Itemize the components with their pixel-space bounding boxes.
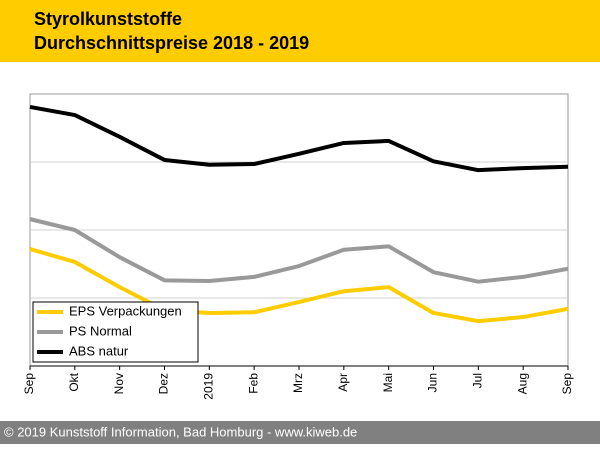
- x-tick-label: Okt: [67, 372, 81, 391]
- x-tick-label: Sep: [560, 373, 574, 395]
- x-tick-label: Aug: [515, 373, 529, 394]
- x-tick-label: Jul: [471, 373, 485, 388]
- x-tick-label: Dez: [157, 373, 171, 394]
- series-line: [29, 104, 569, 173]
- series-line: [29, 247, 569, 324]
- x-tick-label: Feb: [246, 373, 260, 394]
- legend-label: PS Normal: [69, 323, 132, 338]
- x-tick-label: Nov: [112, 373, 126, 394]
- footer-text: © 2019 Kunststoff Information, Bad Hombu…: [4, 424, 357, 439]
- chart-subtitle: Durchschnittspreise 2018 - 2019: [34, 33, 309, 53]
- x-tick-label: Sep: [22, 373, 36, 395]
- x-tick-label: Mai: [381, 373, 395, 392]
- chart-title: Styrolkunststoffe: [34, 9, 182, 29]
- legend-label: ABS natur: [69, 343, 129, 358]
- header: [0, 0, 600, 62]
- legend-label: EPS Verpackungen: [69, 303, 182, 318]
- x-tick-label: Jun: [426, 373, 440, 392]
- x-tick-label: Mrz: [291, 373, 305, 393]
- series-line: [29, 217, 569, 284]
- footer: [0, 421, 600, 444]
- x-tick-label: Apr: [336, 373, 350, 392]
- x-tick-label: 2019: [202, 373, 216, 400]
